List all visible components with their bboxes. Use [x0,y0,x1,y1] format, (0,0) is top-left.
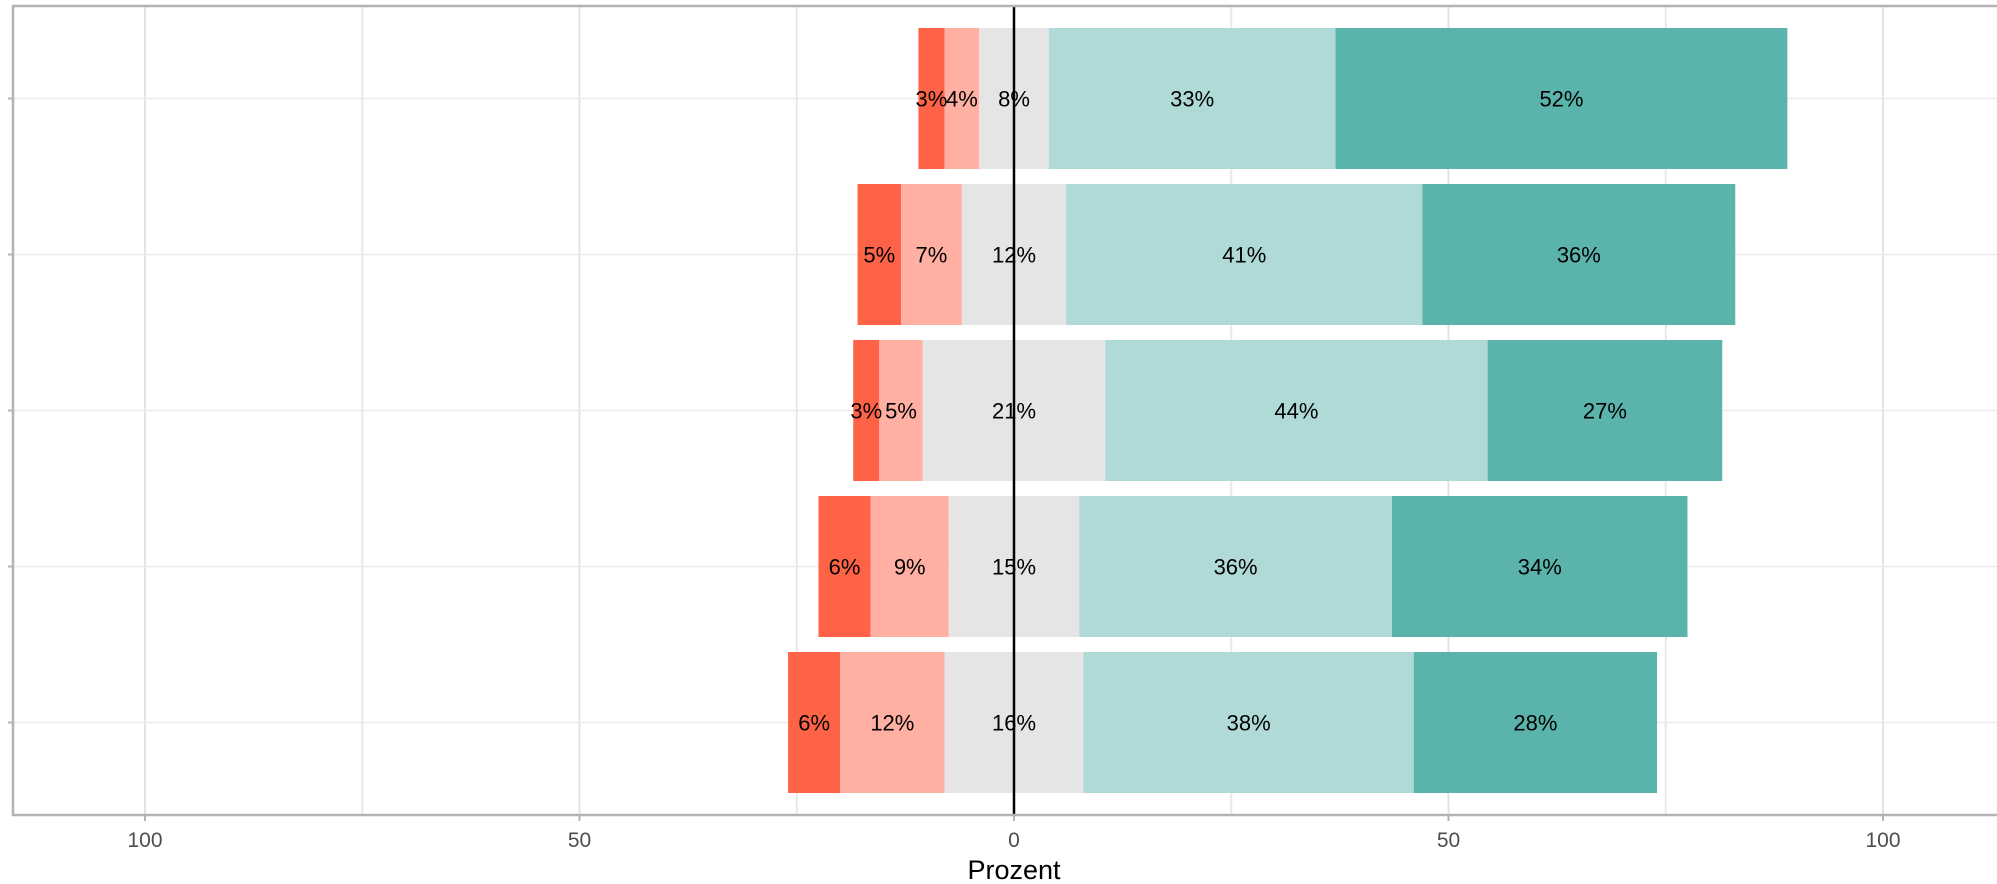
bar-segment [1413,652,1658,793]
bar-segment-label: 3% [850,399,882,424]
bar-segment-label: 7% [916,243,948,268]
bar-segment-label: 4% [946,87,978,112]
x-axis-tick-label: 50 [1437,829,1460,852]
bar-segment-label: 15% [992,555,1036,580]
bar-segment [818,496,871,637]
bar-segment [1066,184,1423,325]
bar-segment [1048,28,1336,169]
segment-labels: 3%4% 8% 33% 52%5% 7% 12% 41% 36%3% 5% 21% 44% 27%6%… [798,87,1627,736]
bar-segment-label: 44% [1274,399,1318,424]
x-axis-tick-label: 100 [127,829,162,852]
bar-segment [1079,496,1393,637]
bar-segment [857,184,902,325]
bar-segment [1392,496,1688,637]
bar-segment-label: 36% [1214,555,1258,580]
bar-segment-label: 12% [870,711,914,736]
bar-segment-label: 34% [1518,555,1562,580]
x-axis-tick-label: 100 [1865,829,1900,852]
bar-segment [853,340,880,481]
bar-segment-label: 52% [1539,87,1583,112]
bar-segment-label: 6% [829,555,861,580]
bar-segment [1105,340,1488,481]
bar-segment-label: 12% [992,243,1036,268]
bar-segment [879,340,923,481]
bar-segment-label: 3% [916,87,948,112]
bar-segment [1083,652,1414,793]
bar-segment [1335,28,1788,169]
bar-segment [901,184,962,325]
bar-segment-label: 41% [1222,243,1266,268]
bar-segment-label: 36% [1557,243,1601,268]
bar-segment-label: 5% [885,399,917,424]
bar-segment [788,652,841,793]
bar-segment-label: 28% [1513,711,1557,736]
bars [788,28,1788,793]
bar-segment [1487,340,1723,481]
bar-segment-label: 16% [992,711,1036,736]
bar-segment-label: 38% [1227,711,1271,736]
bar-segment-label: 8% [998,87,1030,112]
bar-segment [918,28,945,169]
bar-segment [944,28,980,169]
bar-segment [840,652,945,793]
bar-segment [1422,184,1736,325]
bar-segment-label: 21% [992,399,1036,424]
axes: 100 50 0 50 100 [8,4,1997,852]
bar-segment-label: 27% [1583,399,1627,424]
bar-segment-label: 33% [1170,87,1214,112]
bar-segment-label: 9% [894,555,926,580]
bar-segment-label: 6% [798,711,830,736]
x-axis-tick-label: 50 [568,829,591,852]
x-axis-title: Prozent [967,855,1061,884]
bar-segment-label: 5% [863,243,895,268]
x-axis-tick-label: 0 [1008,829,1020,852]
bar-segment [870,496,949,637]
